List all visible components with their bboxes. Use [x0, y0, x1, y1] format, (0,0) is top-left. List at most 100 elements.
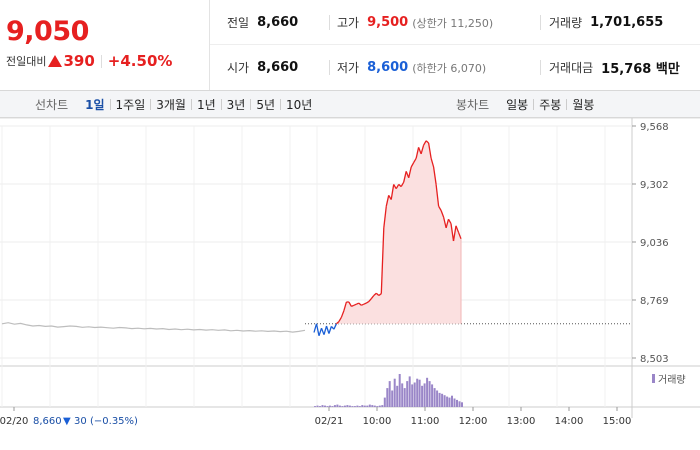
- candle-chart-title: 봉차트: [456, 97, 490, 112]
- line-period-tab-4[interactable]: 3년: [226, 97, 246, 112]
- x-tick-label-5: 13:00: [507, 416, 536, 427]
- change-row: 전일대비 390 +4.50%: [6, 52, 172, 70]
- today-line-seg-3: [318, 327, 323, 337]
- footer-prev-pct: (−0.35%): [90, 416, 138, 427]
- today-line-seg-56: [450, 223, 455, 242]
- today-line-seg-26: [375, 292, 380, 296]
- stat-prev-close: 전일 8,660: [227, 0, 298, 45]
- today-line-seg-17: [353, 303, 357, 306]
- volume-bar-53: [446, 396, 449, 407]
- line-period-tab-0[interactable]: 1일: [85, 97, 105, 112]
- down-triangle-icon: ▼: [63, 416, 71, 427]
- volume-bar-32: [393, 378, 396, 407]
- volume-bar-37: [406, 381, 409, 407]
- stat-sub: (상한가 11,250): [412, 16, 494, 30]
- stats-row-2: 시가 8,660 저가 8,600 (하한가 6,070) 거래대금 15,76…: [210, 45, 700, 90]
- volume-bar-4: [324, 405, 326, 407]
- today-line-seg-23: [368, 298, 372, 303]
- today-line-seg-33: [393, 184, 397, 190]
- x-tick-label-7: 15:00: [603, 416, 632, 427]
- line-period-tab-5[interactable]: 5년: [256, 97, 276, 112]
- today-line-seg-7: [328, 326, 333, 334]
- volume-bar-24: [373, 405, 376, 407]
- volume-bar-26: [378, 405, 381, 407]
- volume-bar-1: [316, 405, 319, 407]
- today-line-seg-18: [356, 302, 360, 305]
- today-line-seg-9: [333, 323, 337, 330]
- volume-bar-12: [343, 405, 346, 407]
- volume-bar-44: [423, 383, 426, 407]
- today-line-seg-38: [405, 171, 410, 179]
- today-line-seg-46: [425, 140, 430, 144]
- volume-legend-swatch: [652, 374, 655, 383]
- candle-tab-2[interactable]: 월봉: [572, 97, 595, 112]
- y-tick-label-1: 9,302: [640, 180, 669, 191]
- volume-bar-8: [333, 405, 336, 407]
- volume-bar-0: [314, 406, 316, 407]
- today-line-seg-34: [395, 184, 400, 190]
- today-line-seg-37: [403, 171, 407, 183]
- tab-divider: [280, 98, 282, 110]
- volume-bar-2: [319, 406, 321, 407]
- today-line-seg-25: [373, 292, 377, 296]
- volume-bar-43: [421, 385, 424, 407]
- divider: [540, 60, 541, 75]
- volume-bar-31: [391, 390, 394, 407]
- today-line-seg-16: [351, 304, 355, 307]
- volume-bar-28: [383, 397, 386, 407]
- today-line-seg-30: [385, 195, 390, 207]
- today-line-seg-50: [435, 184, 440, 207]
- volume-bar-15: [351, 406, 354, 407]
- volume-bar-23: [371, 405, 374, 407]
- volume-bar-51: [441, 393, 444, 407]
- today-line-seg-32: [390, 184, 395, 200]
- stat-value: 8,660: [257, 60, 299, 75]
- volume-bar-11: [341, 406, 344, 407]
- volume-legend-label: 거래량: [658, 374, 686, 386]
- stat-value: 15,768 백만: [601, 62, 680, 77]
- today-line-seg-59: [457, 232, 462, 240]
- tab-divider: [566, 98, 568, 110]
- volume-bar-42: [418, 379, 421, 407]
- current-price: 9,050: [6, 16, 89, 47]
- today-line-seg-19: [358, 302, 362, 306]
- stat-label: 고가: [337, 16, 360, 30]
- line-period-tab-1[interactable]: 1주일: [115, 97, 146, 112]
- today-line-seg-40: [410, 162, 415, 168]
- stat-low: 저가 8,600 (하한가 6,070): [337, 45, 486, 90]
- tab-divider: [150, 98, 152, 110]
- line-period-tab-6[interactable]: 10년: [286, 97, 313, 112]
- line-period-tab-2[interactable]: 3개월: [156, 97, 186, 112]
- today-line-seg-12: [340, 310, 345, 318]
- volume-bar-33: [396, 385, 399, 407]
- volume-bar-39: [411, 384, 414, 407]
- today-line-seg-45: [423, 140, 427, 146]
- today-line-seg-1: [313, 323, 318, 333]
- volume-bar-20: [363, 405, 366, 407]
- volume-bar-41: [416, 378, 419, 407]
- today-line-seg-39: [408, 166, 412, 178]
- candle-tab-1[interactable]: 주봉: [539, 97, 562, 112]
- change-percent: +4.50%: [107, 52, 173, 70]
- volume-bar-5: [326, 406, 329, 407]
- candle-tab-0[interactable]: 일봉: [506, 97, 529, 112]
- stat-label: 전일: [227, 16, 250, 30]
- divider: [329, 15, 330, 30]
- stat-value: 8,600: [367, 60, 409, 75]
- up-triangle-icon: [48, 55, 63, 67]
- volume-bar-9: [336, 404, 339, 407]
- stat-volume: 거래량 1,701,655: [549, 0, 663, 45]
- today-line-seg-27: [378, 293, 382, 297]
- chart-svg: 9,568 9,302 9,036 8,769 8,503 거래량 02/20 02/21 10…: [0, 118, 700, 427]
- divider: [329, 60, 330, 75]
- volume-bar-14: [348, 405, 351, 407]
- volume-bar-55: [451, 395, 453, 407]
- today-line-seg-47: [427, 142, 432, 159]
- line-period-tab-3[interactable]: 1년: [196, 97, 216, 112]
- volume-bar-6: [328, 405, 331, 407]
- stat-value: 9,500: [367, 15, 409, 30]
- stat-value: 1,701,655: [590, 15, 664, 30]
- line-chart-tabs: 선차트 1일 1주일 3개월 1년 3년 5년 10년: [35, 91, 317, 117]
- x-tick-label-1: 02/21: [315, 416, 344, 427]
- y-tick-label-4: 8,503: [640, 354, 669, 365]
